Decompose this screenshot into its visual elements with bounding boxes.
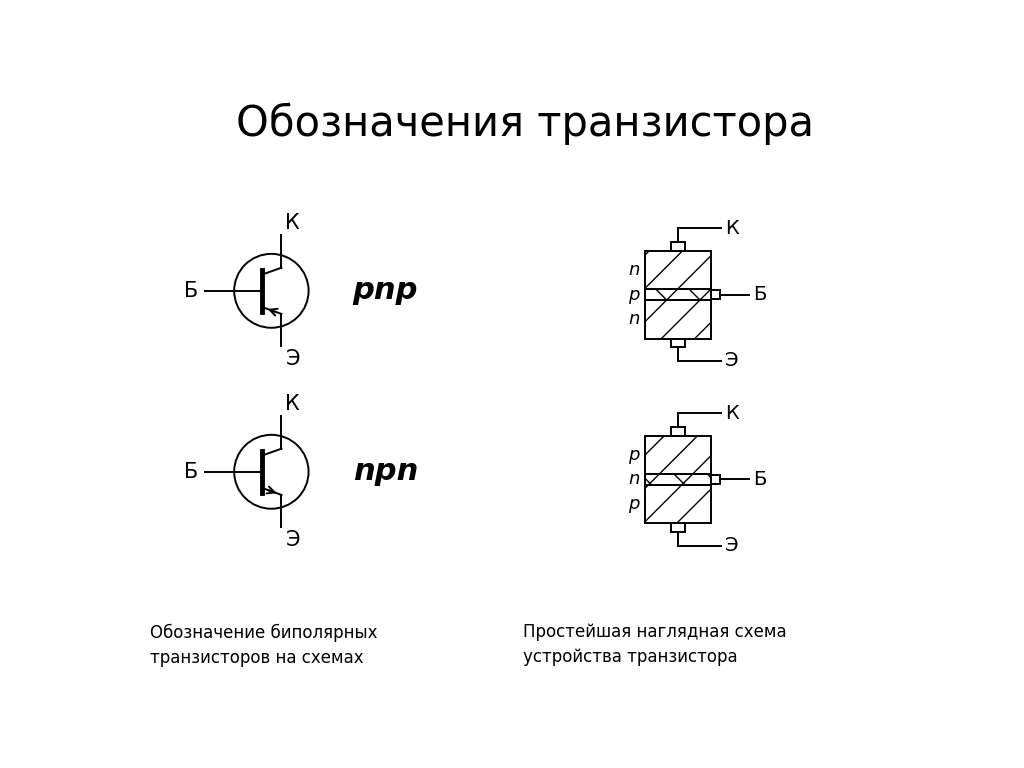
Bar bbox=[645, 485, 712, 523]
Bar bbox=[645, 300, 712, 339]
Bar bbox=[712, 290, 720, 299]
Bar bbox=[645, 474, 712, 485]
Text: р: р bbox=[629, 495, 640, 513]
Text: Обозначение биполярных
транзисторов на схемах: Обозначение биполярных транзисторов на с… bbox=[150, 624, 377, 667]
Text: р: р bbox=[629, 446, 640, 464]
Text: Простейшая наглядная схема
устройства транзистора: Простейшая наглядная схема устройства тр… bbox=[523, 624, 786, 667]
Text: n: n bbox=[629, 310, 640, 328]
Bar bbox=[672, 243, 685, 251]
Bar bbox=[645, 290, 712, 300]
Text: Э: Э bbox=[725, 536, 738, 555]
Text: Э: Э bbox=[286, 529, 301, 550]
Text: Б: Б bbox=[184, 462, 199, 482]
Text: Б: Б bbox=[753, 285, 766, 304]
Text: Э: Э bbox=[286, 349, 301, 369]
Text: Обозначения транзистора: Обозначения транзистора bbox=[236, 102, 814, 144]
Text: К: К bbox=[286, 394, 300, 414]
Text: К: К bbox=[725, 404, 738, 422]
Text: К: К bbox=[286, 213, 300, 233]
Bar bbox=[645, 251, 712, 290]
Text: n: n bbox=[629, 471, 640, 488]
Text: n: n bbox=[629, 261, 640, 279]
Bar bbox=[645, 435, 712, 474]
Text: Б: Б bbox=[753, 470, 766, 489]
Text: р: р bbox=[629, 286, 640, 303]
Bar bbox=[712, 475, 720, 484]
Text: Э: Э bbox=[725, 352, 738, 370]
Text: Б: Б bbox=[184, 281, 199, 301]
Bar bbox=[672, 339, 685, 347]
Text: К: К bbox=[725, 219, 738, 238]
Text: nрn: nрn bbox=[352, 457, 418, 486]
Bar bbox=[672, 523, 685, 531]
Text: рnр: рnр bbox=[352, 276, 418, 306]
Bar bbox=[672, 427, 685, 435]
